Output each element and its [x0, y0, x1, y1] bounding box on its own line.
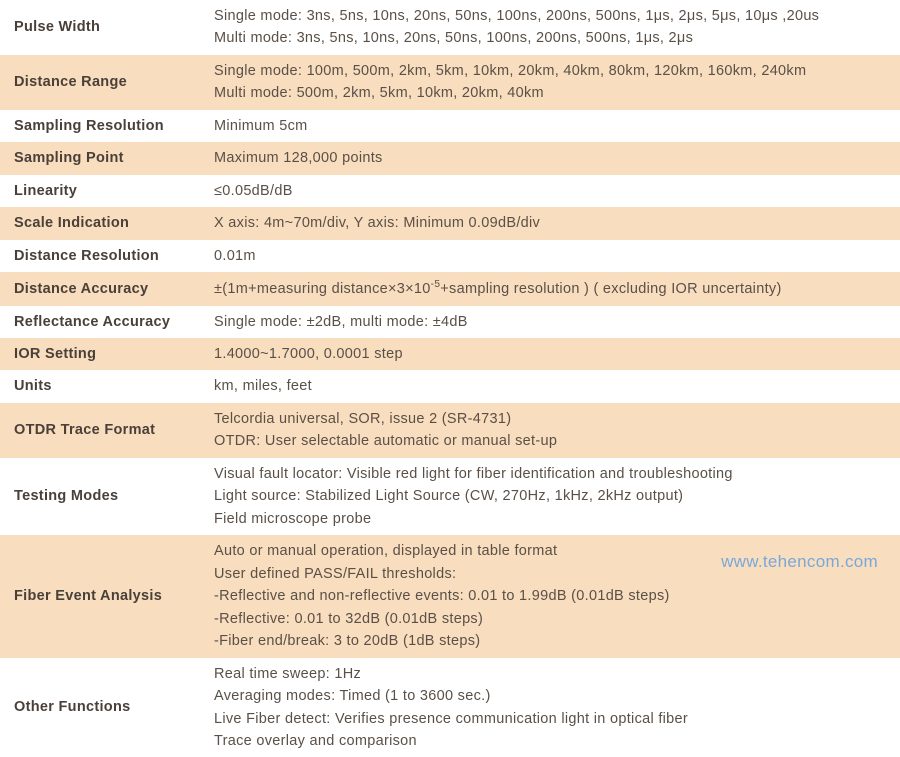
- table-row: OTDR Trace Format Telcordia universal, SO…: [0, 403, 900, 458]
- spec-value-line: Averaging modes: Timed (1 to 3600 sec.): [214, 685, 890, 707]
- spec-value-line: 0.01m: [214, 245, 890, 267]
- table-row: Units km, miles, feet: [0, 370, 900, 402]
- spec-value: 0.01m: [200, 240, 900, 272]
- spec-value-line: ≤0.05dB/dB: [214, 180, 890, 202]
- spec-value: Minimum 5cm: [200, 110, 900, 142]
- spec-label: Sampling Point: [0, 142, 200, 174]
- spec-label: IOR Setting: [0, 338, 200, 370]
- spec-value-line: -Reflective and non-reflective events: 0…: [214, 585, 890, 607]
- spec-value-line: OTDR: User selectable automatic or manua…: [214, 430, 890, 452]
- spec-value-line: Single mode: 3ns, 5ns, 10ns, 20ns, 50ns,…: [214, 5, 890, 27]
- table-row: Distance Accuracy ±(1m+measuring distance…: [0, 272, 900, 305]
- spec-value-line: X axis: 4m~70m/div, Y axis: Minimum 0.09…: [214, 212, 890, 234]
- spec-value-line: ±(1m+measuring distance×3×10-5+sampling …: [214, 277, 890, 300]
- spec-value-line: Telcordia universal, SOR, issue 2 (SR-47…: [214, 408, 890, 430]
- table-row: IOR Setting 1.4000~1.7000, 0.0001 step: [0, 338, 900, 370]
- table-row: Distance Resolution 0.01m: [0, 240, 900, 272]
- spec-value: Single mode: 100m, 500m, 2km, 5km, 10km,…: [200, 55, 900, 110]
- table-row: Distance Range Single mode: 100m, 500m, 2…: [0, 55, 900, 110]
- spec-label: Fiber Event Analysis: [0, 535, 200, 657]
- spec-value-line: -Fiber end/break: 3 to 20dB (1dB steps): [214, 630, 890, 652]
- spec-value: Real time sweep: 1HzAveraging modes: Tim…: [200, 658, 900, 757]
- spec-label: Scale Indication: [0, 207, 200, 239]
- spec-value: ≤0.05dB/dB: [200, 175, 900, 207]
- spec-value: Auto or manual operation, displayed in t…: [200, 535, 900, 657]
- table-row: Scale Indication X axis: 4m~70m/div, Y ax…: [0, 207, 900, 239]
- spec-label: Distance Accuracy: [0, 272, 200, 305]
- spec-value-line: Light source: Stabilized Light Source (C…: [214, 485, 890, 507]
- spec-label: Sampling Resolution: [0, 110, 200, 142]
- spec-label: Linearity: [0, 175, 200, 207]
- spec-label: Distance Range: [0, 55, 200, 110]
- spec-value-line: Minimum 5cm: [214, 115, 890, 137]
- spec-value: Single mode: ±2dB, multi mode: ±4dB: [200, 306, 900, 338]
- table-row: Other FunctionsReal time sweep: 1HzAvera…: [0, 658, 900, 757]
- spec-value: ±(1m+measuring distance×3×10-5+sampling …: [200, 272, 900, 305]
- table-row: Fiber Event Analysis Auto or manual opera…: [0, 535, 900, 657]
- spec-value: 1.4000~1.7000, 0.0001 step: [200, 338, 900, 370]
- spec-value: km, miles, feet: [200, 370, 900, 402]
- table-row: Linearity ≤0.05dB/dB: [0, 175, 900, 207]
- spec-value-line: 1.4000~1.7000, 0.0001 step: [214, 343, 890, 365]
- spec-label: Reflectance Accuracy: [0, 306, 200, 338]
- table-row: Reflectance Accuracy Single mode: ±2dB, m…: [0, 306, 900, 338]
- spec-value: Visual fault locator: Visible red light …: [200, 458, 900, 535]
- spec-table: Pulse Width Single mode: 3ns, 5ns, 10ns, …: [0, 0, 900, 757]
- spec-label: Pulse Width: [0, 0, 200, 55]
- spec-value-line: Single mode: 100m, 500m, 2km, 5km, 10km,…: [214, 60, 890, 82]
- spec-label: Distance Resolution: [0, 240, 200, 272]
- spec-value-line: Trace overlay and comparison: [214, 730, 890, 752]
- spec-value-line: Live Fiber detect: Verifies presence com…: [214, 708, 890, 730]
- table-row: Pulse Width Single mode: 3ns, 5ns, 10ns, …: [0, 0, 900, 55]
- spec-value: Telcordia universal, SOR, issue 2 (SR-47…: [200, 403, 900, 458]
- spec-value-line: km, miles, feet: [214, 375, 890, 397]
- spec-label: OTDR Trace Format: [0, 403, 200, 458]
- spec-value-line: Auto or manual operation, displayed in t…: [214, 540, 890, 562]
- spec-label: Other Functions: [0, 658, 200, 757]
- spec-table-body: Pulse Width Single mode: 3ns, 5ns, 10ns, …: [0, 0, 900, 757]
- spec-value-line: Field microscope probe: [214, 508, 890, 530]
- spec-value-line: Visual fault locator: Visible red light …: [214, 463, 890, 485]
- table-row: Sampling Resolution Minimum 5cm: [0, 110, 900, 142]
- spec-value-line: User defined PASS/FAIL thresholds:: [214, 563, 890, 585]
- table-row: Sampling Point Maximum 128,000 points: [0, 142, 900, 174]
- spec-value-line: Multi mode: 500m, 2km, 5km, 10km, 20km, …: [214, 82, 890, 104]
- spec-value-line: Real time sweep: 1Hz: [214, 663, 890, 685]
- spec-value-line: Single mode: ±2dB, multi mode: ±4dB: [214, 311, 890, 333]
- spec-value-line: -Reflective: 0.01 to 32dB (0.01dB steps): [214, 608, 890, 630]
- spec-label: Units: [0, 370, 200, 402]
- spec-value: X axis: 4m~70m/div, Y axis: Minimum 0.09…: [200, 207, 900, 239]
- spec-value-line: Multi mode: 3ns, 5ns, 10ns, 20ns, 50ns, …: [214, 27, 890, 49]
- spec-label: Testing Modes: [0, 458, 200, 535]
- spec-value: Maximum 128,000 points: [200, 142, 900, 174]
- table-row: Testing Modes Visual fault locator: Visib…: [0, 458, 900, 535]
- spec-value-line: Maximum 128,000 points: [214, 147, 890, 169]
- spec-value: Single mode: 3ns, 5ns, 10ns, 20ns, 50ns,…: [200, 0, 900, 55]
